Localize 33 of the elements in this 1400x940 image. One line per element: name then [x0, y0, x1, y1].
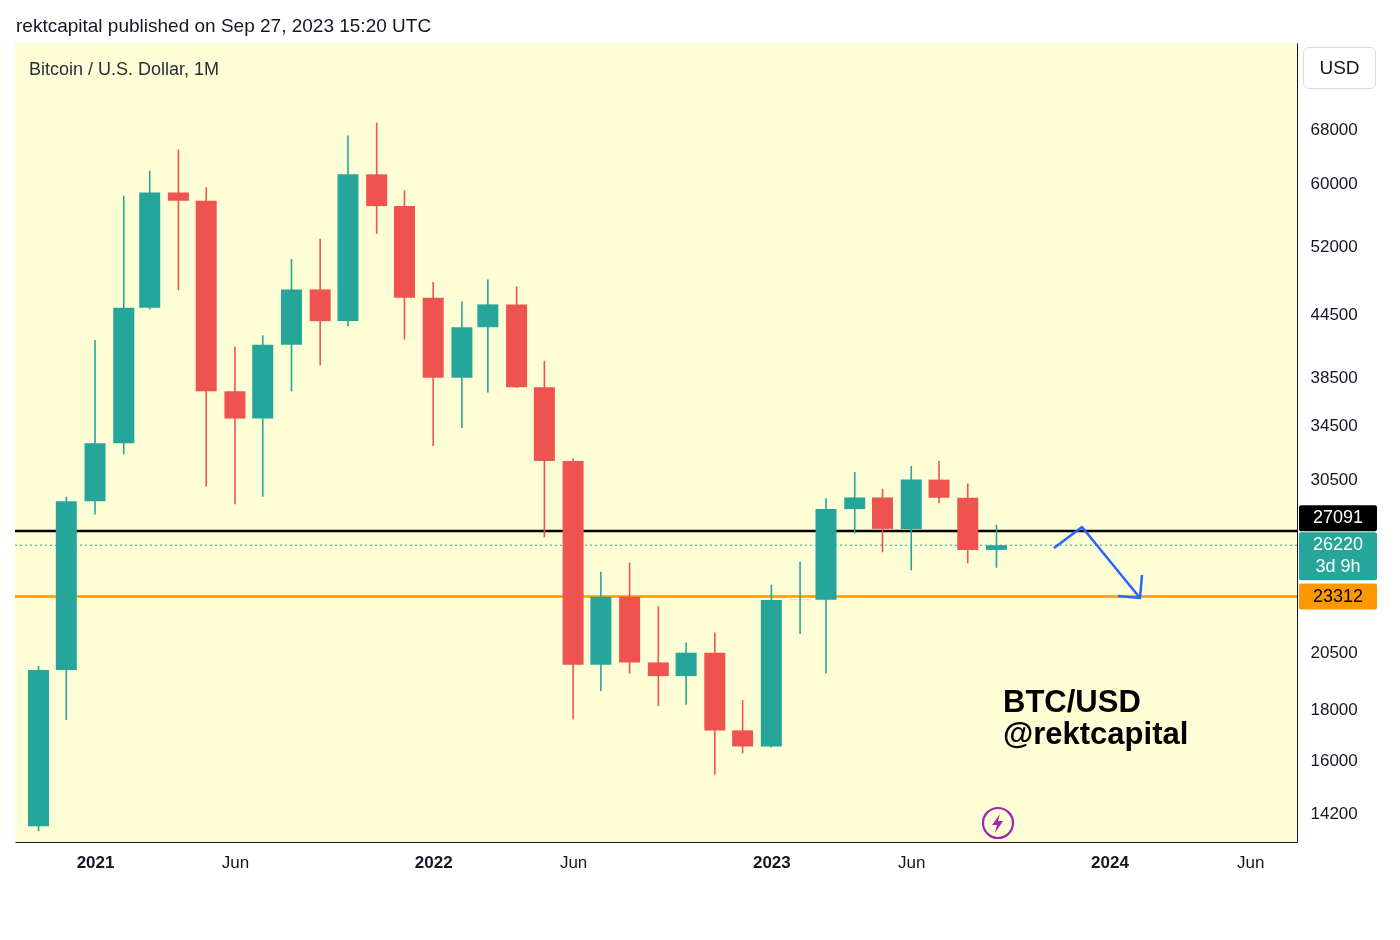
x-tick-label: Jun [221, 852, 250, 872]
text: Bitcoin / U.S. Dollar, 1M [29, 59, 220, 80]
ref-line-label: 23312 [1312, 585, 1364, 606]
y-tick-label: 38500 [1310, 367, 1358, 387]
x-tick-label: Jun [898, 852, 926, 872]
x-tick-label: Jun [1237, 852, 1265, 872]
y-tick-label: 14200 [1310, 803, 1358, 823]
candlestick [732, 699, 754, 755]
y-tick-label: 44500 [1310, 304, 1358, 324]
candlestick [928, 460, 950, 505]
x-tick-label: 2021 [76, 852, 115, 872]
chart-title: rektcapital published on Sep 27, 2023 15:20 UTC [16, 15, 432, 37]
y-tick-label: 34500 [1310, 415, 1358, 435]
x-tick-label: Jun [559, 852, 588, 872]
y-axis-title: USD [1303, 47, 1376, 89]
candlestick [477, 278, 499, 394]
y-tick-label: 68000 [1310, 119, 1358, 139]
y-tick-label: 20500 [1310, 643, 1358, 663]
candlestick [647, 605, 669, 707]
ref-line-label: 26220 [1312, 534, 1364, 555]
candlestick [167, 148, 189, 292]
x-tick-label: 2024 [1091, 852, 1130, 872]
ref-line-label: 27091 [1312, 507, 1364, 528]
y-tick-label: 18000 [1310, 700, 1358, 720]
y-tick-label: 52000 [1310, 236, 1358, 256]
x-tick-label: 2022 [414, 852, 453, 872]
y-tick-label: 60000 [1310, 174, 1358, 194]
candlestick [844, 471, 866, 535]
y-tick-label: 16000 [1310, 751, 1358, 771]
candlestick [675, 641, 697, 706]
text: 3d 9h [1315, 556, 1361, 577]
y-tick-label: 30500 [1310, 469, 1358, 489]
x-tick-label: 2023 [752, 852, 791, 872]
